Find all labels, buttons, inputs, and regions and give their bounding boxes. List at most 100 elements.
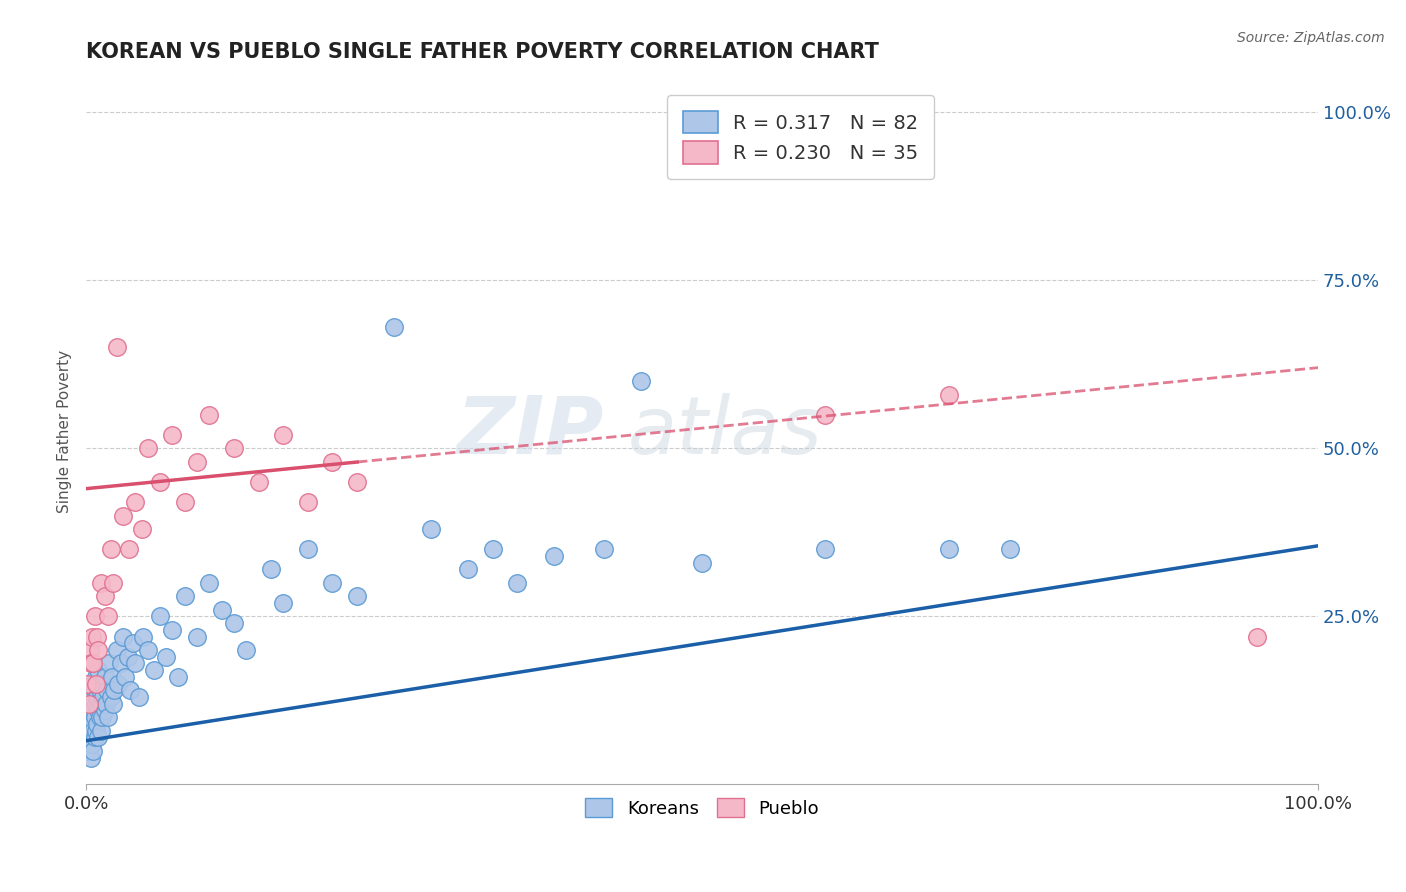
Point bbox=[938, 387, 960, 401]
Text: atlas: atlas bbox=[628, 392, 823, 470]
Point bbox=[89, 683, 111, 698]
Point bbox=[998, 542, 1021, 557]
Point bbox=[97, 710, 120, 724]
Point bbox=[103, 683, 125, 698]
Point bbox=[83, 683, 105, 698]
Point bbox=[82, 657, 104, 671]
Point bbox=[167, 670, 190, 684]
Point bbox=[82, 676, 104, 690]
Point bbox=[80, 750, 103, 764]
Point bbox=[198, 408, 221, 422]
Point bbox=[79, 643, 101, 657]
Point bbox=[297, 542, 319, 557]
Point bbox=[136, 442, 159, 456]
Point bbox=[112, 630, 135, 644]
Point bbox=[321, 575, 343, 590]
Point bbox=[124, 495, 146, 509]
Point bbox=[79, 737, 101, 751]
Point bbox=[630, 374, 652, 388]
Point bbox=[91, 676, 114, 690]
Point bbox=[87, 663, 110, 677]
Point bbox=[1246, 630, 1268, 644]
Point bbox=[76, 676, 98, 690]
Point bbox=[101, 575, 124, 590]
Point bbox=[128, 690, 150, 704]
Point bbox=[105, 643, 128, 657]
Point bbox=[162, 623, 184, 637]
Point bbox=[83, 731, 105, 745]
Point bbox=[86, 690, 108, 704]
Point bbox=[142, 663, 165, 677]
Point bbox=[112, 508, 135, 523]
Point bbox=[101, 670, 124, 684]
Point bbox=[105, 341, 128, 355]
Y-axis label: Single Father Poverty: Single Father Poverty bbox=[58, 350, 72, 513]
Point bbox=[84, 676, 107, 690]
Point bbox=[80, 657, 103, 671]
Point bbox=[222, 616, 245, 631]
Point bbox=[101, 697, 124, 711]
Point bbox=[84, 723, 107, 738]
Point bbox=[149, 475, 172, 489]
Point bbox=[91, 710, 114, 724]
Point bbox=[87, 643, 110, 657]
Point bbox=[82, 690, 104, 704]
Point bbox=[86, 717, 108, 731]
Point bbox=[82, 737, 104, 751]
Point bbox=[814, 542, 837, 557]
Point bbox=[94, 697, 117, 711]
Point bbox=[90, 697, 112, 711]
Point bbox=[420, 522, 443, 536]
Point bbox=[80, 731, 103, 745]
Point bbox=[82, 704, 104, 718]
Point bbox=[82, 723, 104, 738]
Point bbox=[271, 428, 294, 442]
Point bbox=[86, 630, 108, 644]
Point bbox=[186, 455, 208, 469]
Point bbox=[155, 649, 177, 664]
Legend: Koreans, Pueblo: Koreans, Pueblo bbox=[578, 791, 827, 825]
Point bbox=[297, 495, 319, 509]
Point bbox=[83, 710, 105, 724]
Point bbox=[91, 690, 114, 704]
Point bbox=[346, 475, 368, 489]
Point bbox=[79, 710, 101, 724]
Point bbox=[82, 717, 104, 731]
Point bbox=[814, 408, 837, 422]
Point bbox=[93, 589, 115, 603]
Point bbox=[481, 542, 503, 557]
Point bbox=[592, 542, 614, 557]
Point bbox=[211, 602, 233, 616]
Point bbox=[93, 670, 115, 684]
Point bbox=[90, 575, 112, 590]
Point bbox=[89, 710, 111, 724]
Point bbox=[543, 549, 565, 563]
Point bbox=[136, 643, 159, 657]
Point bbox=[82, 744, 104, 758]
Point bbox=[506, 575, 529, 590]
Point bbox=[346, 589, 368, 603]
Point bbox=[82, 630, 104, 644]
Point bbox=[690, 556, 713, 570]
Point bbox=[76, 744, 98, 758]
Point bbox=[131, 522, 153, 536]
Point bbox=[84, 670, 107, 684]
Point bbox=[97, 609, 120, 624]
Point bbox=[77, 697, 100, 711]
Point bbox=[98, 657, 121, 671]
Point bbox=[90, 723, 112, 738]
Point bbox=[117, 649, 139, 664]
Point bbox=[457, 562, 479, 576]
Point bbox=[132, 630, 155, 644]
Point bbox=[162, 428, 184, 442]
Text: KOREAN VS PUEBLO SINGLE FATHER POVERTY CORRELATION CHART: KOREAN VS PUEBLO SINGLE FATHER POVERTY C… bbox=[86, 42, 879, 62]
Point bbox=[93, 704, 115, 718]
Point bbox=[149, 609, 172, 624]
Point bbox=[96, 683, 118, 698]
Point bbox=[122, 636, 145, 650]
Point bbox=[83, 609, 105, 624]
Point bbox=[321, 455, 343, 469]
Point bbox=[124, 657, 146, 671]
Point bbox=[87, 704, 110, 718]
Point bbox=[114, 670, 136, 684]
